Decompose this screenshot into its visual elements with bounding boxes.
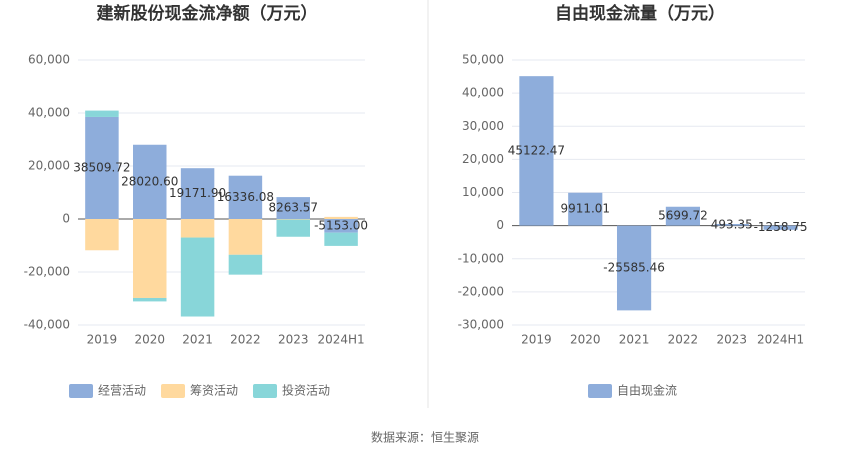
bar xyxy=(276,219,310,220)
bar xyxy=(324,219,358,233)
y-tick-label: -20,000 xyxy=(24,265,70,279)
bar xyxy=(228,254,263,275)
x-tick-label: 2020 xyxy=(570,333,601,347)
x-tick-label: 2022 xyxy=(668,333,699,347)
y-tick-label: 30,000 xyxy=(462,119,504,133)
x-tick-label: 2019 xyxy=(521,333,552,347)
source: 数据来源：恒生聚源 xyxy=(371,430,479,445)
y-tick-label: 20,000 xyxy=(28,159,70,173)
x-tick-label: 2024H1 xyxy=(317,333,364,347)
bar xyxy=(85,116,119,219)
y-tick-label: 50,000 xyxy=(462,53,504,67)
x-tick-label: 2020 xyxy=(134,333,165,347)
bar xyxy=(228,175,263,219)
bar xyxy=(133,297,167,302)
bar xyxy=(714,223,749,226)
value-label: 38509.72 xyxy=(73,160,130,174)
y-tick-label: -40,000 xyxy=(24,318,70,332)
y-tick-label: 20,000 xyxy=(462,152,504,166)
bar xyxy=(180,168,215,219)
value-label: 8263.57 xyxy=(268,201,318,215)
value-label: 9911.01 xyxy=(560,202,610,216)
legend-swatch xyxy=(253,384,277,398)
bar xyxy=(568,192,603,226)
bar xyxy=(519,76,554,226)
bar xyxy=(665,206,701,226)
y-tick-label: 0 xyxy=(62,212,70,226)
bar xyxy=(276,219,310,237)
bar xyxy=(85,110,119,117)
y-tick-label: -20,000 xyxy=(458,284,504,298)
chart-title: 自由现金流量（万元） xyxy=(555,3,725,24)
value-label: 5699.72 xyxy=(658,209,708,223)
x-tick-label: 2023 xyxy=(278,333,309,347)
y-tick-label: 40,000 xyxy=(462,86,504,100)
legend-swatch xyxy=(588,384,612,398)
x-tick-label: 2019 xyxy=(87,333,118,347)
value-label: -5153.00 xyxy=(314,218,368,232)
bar xyxy=(180,237,215,317)
value-label: 16336.08 xyxy=(217,190,274,204)
bar xyxy=(324,216,358,219)
legend-swatch xyxy=(69,384,93,398)
bar xyxy=(763,225,798,230)
y-tick-label: -10,000 xyxy=(458,251,504,265)
y-tick-label: -30,000 xyxy=(458,318,504,332)
legend-swatch xyxy=(161,384,185,398)
legend-label: 投资活动 xyxy=(282,383,330,398)
y-tick-label: 40,000 xyxy=(28,106,70,120)
value-label: -25585.46 xyxy=(603,261,665,275)
legend-label: 筹资活动 xyxy=(190,384,238,398)
value-label: 28020.60 xyxy=(121,174,178,188)
y-tick-label: 0 xyxy=(496,218,504,232)
value-label: -1258.75 xyxy=(754,220,808,234)
value-label: 45122.47 xyxy=(508,143,565,157)
x-tick-label: 2023 xyxy=(716,333,747,347)
value-label: 19171.90 xyxy=(169,186,226,200)
bar xyxy=(180,219,215,238)
legend-label: 自由现金流 xyxy=(617,383,677,398)
bar xyxy=(133,144,167,219)
bar xyxy=(616,225,652,311)
x-tick-label: 2021 xyxy=(182,333,213,347)
x-tick-label: 2024H1 xyxy=(757,333,804,347)
x-tick-label: 2022 xyxy=(230,333,261,347)
y-tick-label: 60,000 xyxy=(28,53,70,67)
bar xyxy=(276,197,310,219)
bar xyxy=(85,219,119,251)
legend-label: 经营活动 xyxy=(98,384,146,398)
y-tick-label: 10,000 xyxy=(462,185,504,199)
bar xyxy=(324,232,358,246)
chart-title: 建新股份现金流净额（万元） xyxy=(97,3,318,24)
bar xyxy=(228,219,263,255)
bar xyxy=(133,219,167,298)
value-label: 493.35 xyxy=(711,217,753,231)
x-tick-label: 2021 xyxy=(619,333,650,347)
